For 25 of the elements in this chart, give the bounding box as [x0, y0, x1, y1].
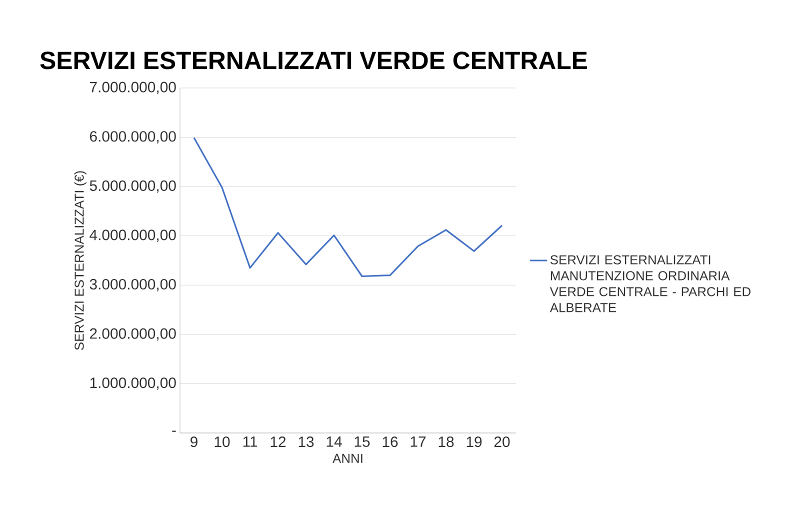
x-tick-label: 20 [494, 436, 510, 448]
x-tick-label: 13 [298, 436, 314, 448]
x-tick-label: 12 [270, 436, 286, 447]
x-axis-title: ANNI [332, 454, 362, 463]
y-axis-title: SERVIZI ESTERNALIZZATI (€) [74, 171, 86, 350]
legend-label: SERVIZI ESTERNALIZZATI MANUTENZIONE ORDINARIA VERDE CENTRALE - PARCHI ED ALBERATE [550, 255, 750, 312]
x-tick-label: 18 [438, 436, 454, 448]
y-tick-label: 5.000.000,00 [90, 180, 176, 193]
x-tick-label: 16 [382, 436, 398, 448]
y-tick-label: 3.000.000,00 [90, 278, 176, 292]
x-tick-label: 17 [410, 436, 426, 447]
x-tick-label: 10 [214, 436, 230, 448]
line-series [193, 136, 503, 278]
y-tick-label: 7.000.000,00 [90, 82, 176, 94]
x-tick-label: 14 [326, 436, 342, 447]
x-tick-label: 9 [190, 436, 198, 448]
y-tick-label: 1.000.000,00 [90, 378, 176, 390]
x-tick-label: 15 [354, 436, 370, 447]
y-tick-label: - [172, 430, 176, 432]
x-tick-label: 11 [243, 436, 258, 447]
y-tick-label: 4.000.000,00 [90, 230, 176, 242]
y-tick-label: 6.000.000,00 [90, 131, 176, 144]
chart-title: SERVIZI ESTERNALIZZATI VERDE CENTRALE [40, 52, 587, 70]
y-tick-label: 2.000.000,00 [90, 328, 176, 341]
x-tick-label: 19 [466, 436, 482, 448]
